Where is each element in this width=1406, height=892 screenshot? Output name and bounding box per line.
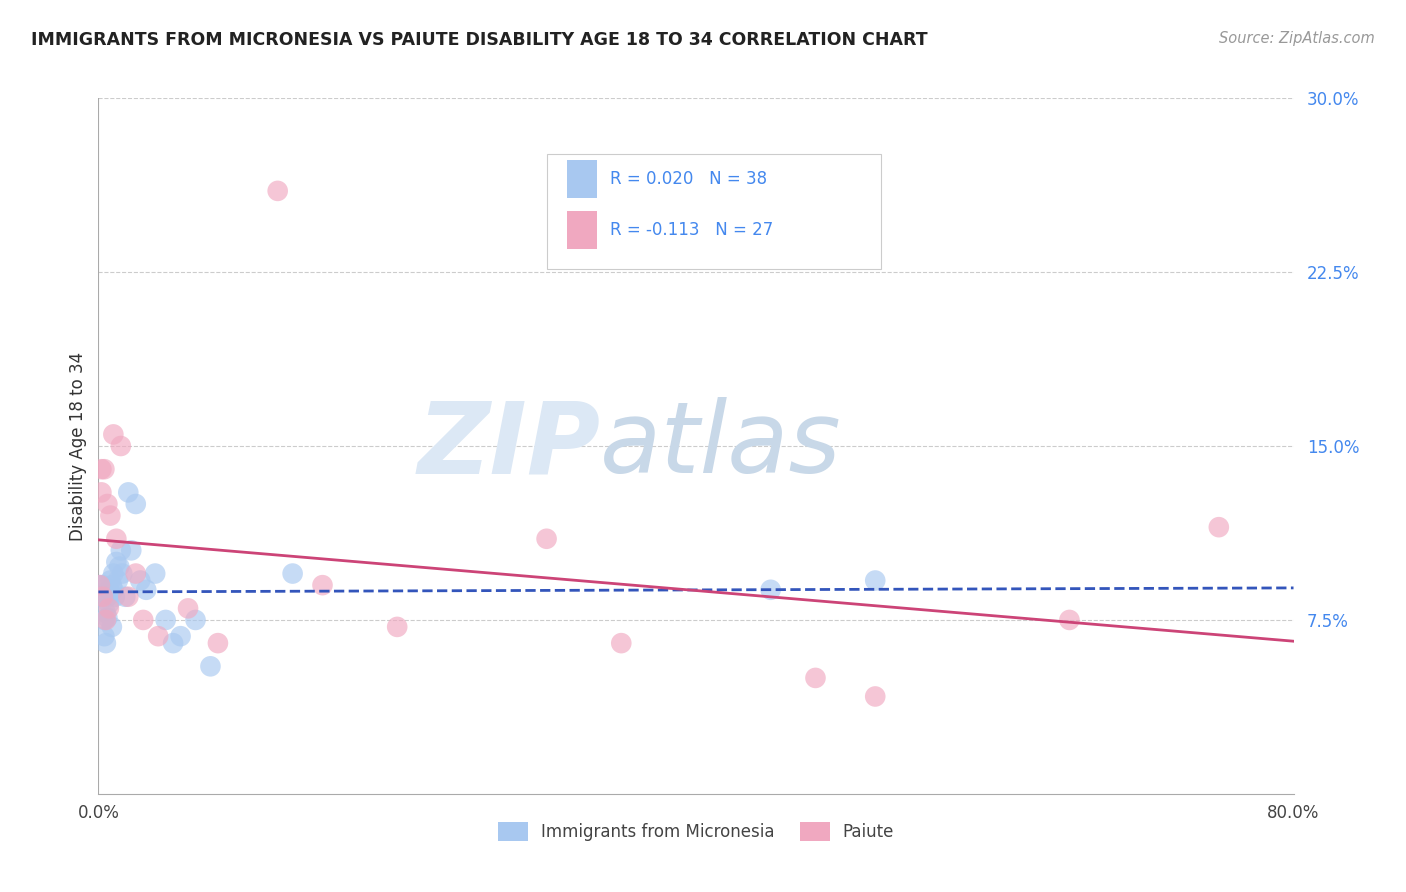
Point [111, 566, 134, 581]
Text: R = -0.113   N = 27: R = -0.113 N = 27 [610, 221, 773, 239]
Point [101, 620, 124, 634]
Point [207, 636, 229, 650]
Point [177, 601, 200, 615]
Point [135, 582, 157, 597]
Point [91, 590, 114, 604]
Point [267, 184, 290, 198]
Text: atlas: atlas [600, 398, 842, 494]
Point [105, 532, 128, 546]
Point [103, 582, 125, 597]
Point [103, 427, 125, 442]
Point [94, 606, 117, 620]
Point [169, 629, 191, 643]
FancyBboxPatch shape [567, 211, 596, 249]
Point [129, 574, 152, 588]
Point [536, 532, 558, 546]
Point [97, 601, 120, 615]
Point [200, 659, 222, 673]
Point [610, 636, 633, 650]
FancyBboxPatch shape [547, 153, 882, 268]
Y-axis label: Disability Age 18 to 34: Disability Age 18 to 34 [69, 351, 87, 541]
Text: ZIP: ZIP [418, 398, 600, 494]
Point [155, 613, 177, 627]
Point [110, 543, 132, 558]
Point [1059, 613, 1081, 627]
Point [90, 485, 112, 500]
Point [311, 578, 333, 592]
Text: IMMIGRANTS FROM MICRONESIA VS PAIUTE DISABILITY AGE 18 TO 34 CORRELATION CHART: IMMIGRANTS FROM MICRONESIA VS PAIUTE DIS… [31, 31, 928, 49]
Point [125, 566, 148, 581]
Point [114, 590, 136, 604]
Text: Source: ZipAtlas.com: Source: ZipAtlas.com [1219, 31, 1375, 46]
Legend: Immigrants from Micronesia, Paiute: Immigrants from Micronesia, Paiute [491, 815, 901, 848]
Point [93, 629, 115, 643]
Point [94, 613, 117, 627]
Point [120, 543, 142, 558]
Point [90, 462, 112, 476]
Point [184, 613, 207, 627]
Point [93, 462, 115, 476]
Point [90, 590, 112, 604]
Point [97, 582, 120, 597]
Point [804, 671, 827, 685]
Point [98, 587, 122, 601]
Point [101, 578, 124, 592]
Point [89, 578, 111, 592]
Point [385, 620, 409, 634]
Point [94, 636, 117, 650]
Point [98, 574, 122, 588]
FancyBboxPatch shape [567, 160, 596, 198]
Point [281, 566, 304, 581]
Point [103, 566, 125, 581]
Point [91, 578, 114, 592]
Point [1208, 520, 1230, 534]
Point [759, 582, 782, 597]
Point [89, 578, 111, 592]
Point [93, 613, 115, 627]
Point [108, 559, 131, 574]
Point [132, 613, 155, 627]
Point [110, 439, 132, 453]
Text: R = 0.020   N = 38: R = 0.020 N = 38 [610, 170, 768, 188]
Point [96, 497, 118, 511]
Point [105, 555, 128, 569]
Point [98, 508, 122, 523]
Point [865, 690, 887, 704]
Point [96, 610, 118, 624]
Point [107, 574, 129, 588]
Point [104, 590, 127, 604]
Point [865, 574, 887, 588]
Point [96, 590, 118, 604]
Point [117, 590, 139, 604]
Point [97, 597, 120, 611]
Point [117, 485, 139, 500]
Point [143, 566, 166, 581]
Point [148, 629, 170, 643]
Point [125, 497, 148, 511]
Point [162, 636, 184, 650]
